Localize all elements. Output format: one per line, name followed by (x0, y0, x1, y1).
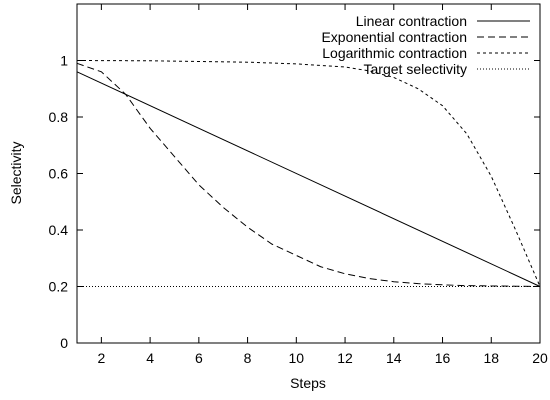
series-logarithmic-contraction (76, 60, 541, 287)
x-tick-label: 16 (435, 350, 451, 366)
series-linear-contraction (76, 71, 541, 287)
x-tick-label: 4 (146, 350, 154, 366)
x-tick-label: 6 (195, 350, 203, 366)
x-tick-label: 10 (289, 350, 305, 366)
x-tick-label: 12 (337, 350, 353, 366)
y-tick-label: 0.4 (49, 222, 69, 238)
x-axis-label: Steps (290, 375, 326, 391)
x-tick-label: 2 (97, 350, 105, 366)
series-exponential-contraction (76, 62, 541, 287)
axis-ticks: 2 4 6 8 10 12 14 16 18 20 0 0.2 0.4 0.6 0.8 1 (49, 4, 548, 366)
legend-label-logarithmic-contraction: Logarithmic contraction (322, 45, 467, 61)
y-axis-label: Selectivity (8, 141, 24, 204)
x-tick-label: 20 (532, 350, 548, 366)
x-tick-label: 18 (483, 350, 499, 366)
x-tick-label: 14 (386, 350, 402, 366)
legend-label-linear-contraction: Linear contraction (356, 13, 467, 29)
legend-label-target-selectivity: Target selectivity (364, 61, 467, 77)
series-layer (76, 60, 541, 287)
legend-label-exponential-contraction: Exponential contraction (321, 29, 467, 45)
y-tick-label: 0.2 (49, 279, 69, 295)
x-tick-label: 8 (244, 350, 252, 366)
plot-frame (76, 3, 541, 344)
y-tick-label: 0 (60, 335, 68, 351)
y-tick-label: 1 (60, 53, 68, 69)
y-tick-label: 0.6 (49, 166, 69, 182)
y-tick-label: 0.8 (49, 109, 69, 125)
